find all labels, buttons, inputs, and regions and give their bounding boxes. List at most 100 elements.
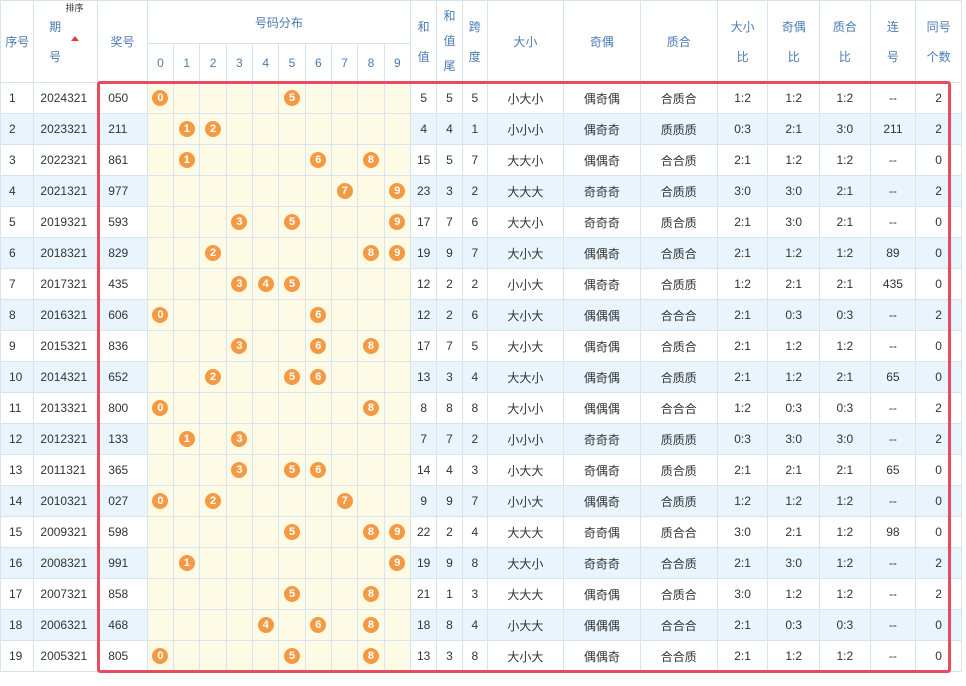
row-prize: 468	[97, 609, 148, 641]
digit-header-3: 3	[225, 43, 254, 83]
digit-ball: 3	[231, 431, 248, 447]
row-odd-even: 偶奇奇	[562, 268, 641, 300]
dist-cell-1: 1	[173, 547, 201, 579]
row-big-small: 小小大	[486, 485, 564, 517]
row-same-count: 0	[915, 454, 962, 486]
dist-cell-9	[383, 268, 412, 300]
row-odd-even: 偶偶奇	[562, 640, 641, 672]
row-consecutive: 211	[869, 113, 917, 145]
row-sum-tail: 2	[436, 516, 463, 548]
row-same-count: 0	[915, 330, 962, 362]
row-prize: 836	[97, 330, 148, 362]
dist-cell-3: 3	[225, 423, 254, 455]
row-big-small-ratio: 2:1	[716, 237, 769, 269]
dist-cell-8	[357, 268, 385, 300]
dist-cell-5	[278, 144, 306, 176]
dist-cell-6	[304, 175, 332, 207]
row-prime-composite-ratio: 0:3	[819, 392, 871, 424]
row-big-small: 小大大	[486, 609, 564, 641]
dist-cell-7	[330, 268, 359, 300]
dist-cell-3	[225, 82, 254, 114]
row-odd-even: 偶奇偶	[562, 82, 641, 114]
dist-cell-9	[383, 299, 412, 331]
dist-cell-7	[330, 299, 359, 331]
header-sum-text: 和值	[417, 19, 430, 64]
row-prize: 050	[97, 82, 148, 114]
dist-cell-4: 4	[252, 609, 280, 641]
dist-cell-1	[173, 206, 201, 238]
row-odd-even: 奇奇奇	[562, 175, 641, 207]
table-row: 9 2015321 836 3 6 8 17 7 5 大小大 偶奇偶 合质合 2:1 1:2 1:2 -- 0	[0, 330, 962, 362]
header-prime-composite-ratio-text: 质合比	[832, 19, 857, 64]
dist-cell-3	[225, 237, 254, 269]
row-same-count: 0	[915, 144, 962, 176]
header-seq: 序号	[0, 0, 35, 83]
digit-ball: 5	[284, 276, 301, 292]
digit-ball: 5	[284, 462, 301, 478]
dist-cell-3	[225, 361, 254, 393]
dist-cell-1	[173, 485, 201, 517]
sort-link[interactable]: 排序	[65, 2, 84, 13]
dist-cell-8	[357, 547, 385, 579]
row-prime-composite: 合合合	[639, 609, 718, 641]
row-big-small: 大大小	[486, 206, 564, 238]
dist-cell-7	[330, 640, 359, 672]
row-span: 2	[461, 175, 488, 207]
row-odd-even: 偶奇偶	[562, 330, 641, 362]
digit-ball: 6	[310, 369, 327, 385]
row-span: 6	[461, 299, 488, 331]
row-sum: 13	[410, 361, 438, 393]
table-row: 13 2011321 365 3 5 6 14 4 3 小大大 奇偶奇 质合质 2:1 2:1 2:1 65 0	[0, 454, 962, 486]
dist-cell-5: 5	[278, 454, 306, 486]
row-prime-composite: 合质合	[639, 82, 718, 114]
digit-ball: 8	[362, 648, 379, 664]
digit-ball: 5	[284, 90, 301, 106]
row-prime-composite: 质质质	[639, 113, 718, 145]
row-span: 8	[461, 392, 488, 424]
row-consecutive: --	[869, 423, 917, 455]
row-sum: 22	[410, 516, 438, 548]
digit-ball: 7	[336, 493, 353, 509]
dist-cell-4	[252, 82, 280, 114]
row-prime-composite: 合质质	[639, 175, 718, 207]
row-period: 2018321	[33, 237, 99, 269]
dist-cell-3	[225, 640, 254, 672]
digit-ball: 3	[231, 214, 248, 230]
dist-cell-6	[304, 423, 332, 455]
digit-header-6: 6	[304, 43, 332, 83]
row-prime-composite: 合质合	[639, 237, 718, 269]
row-sum: 15	[410, 144, 438, 176]
dist-cell-0	[146, 237, 175, 269]
dist-cell-0: 0	[146, 485, 175, 517]
dist-cell-7	[330, 113, 359, 145]
row-odd-even: 偶偶奇	[562, 485, 641, 517]
digit-header-1: 1	[173, 43, 201, 83]
dist-cell-1	[173, 330, 201, 362]
dist-cell-9	[383, 330, 412, 362]
row-prime-composite-ratio: 3:0	[819, 423, 871, 455]
digit-ball: 6	[310, 338, 327, 354]
row-odd-even: 奇奇奇	[562, 423, 641, 455]
sort-arrow-icon[interactable]	[70, 35, 79, 41]
row-period: 2016321	[33, 299, 99, 331]
row-same-count: 2	[915, 82, 962, 114]
dist-cell-8: 8	[357, 516, 385, 548]
row-span: 2	[461, 423, 488, 455]
dist-cell-4	[252, 144, 280, 176]
dist-cell-9	[383, 392, 412, 424]
row-odd-even: 奇奇奇	[562, 206, 641, 238]
table-row: 4 2021321 977 7 9 23 3 2 大大大 奇奇奇 合质质 3:0 3:0 2:1 -- 2	[0, 175, 962, 207]
dist-cell-3	[225, 547, 254, 579]
dist-cell-8: 8	[357, 609, 385, 641]
row-seq: 15	[0, 516, 35, 548]
table-row: 15 2009321 598 5 8 9 22 2 4 大大大 奇奇偶 质合合 3:0 2:1 1:2 98 0	[0, 516, 962, 548]
dist-cell-0	[146, 330, 175, 362]
row-sum-tail: 8	[436, 392, 463, 424]
dist-cell-9	[383, 578, 412, 610]
row-sum: 12	[410, 299, 438, 331]
row-big-small-ratio: 1:2	[716, 392, 769, 424]
dist-cell-5: 5	[278, 206, 306, 238]
header-consecutive-text: 连号	[886, 19, 899, 64]
dist-cell-1	[173, 268, 201, 300]
